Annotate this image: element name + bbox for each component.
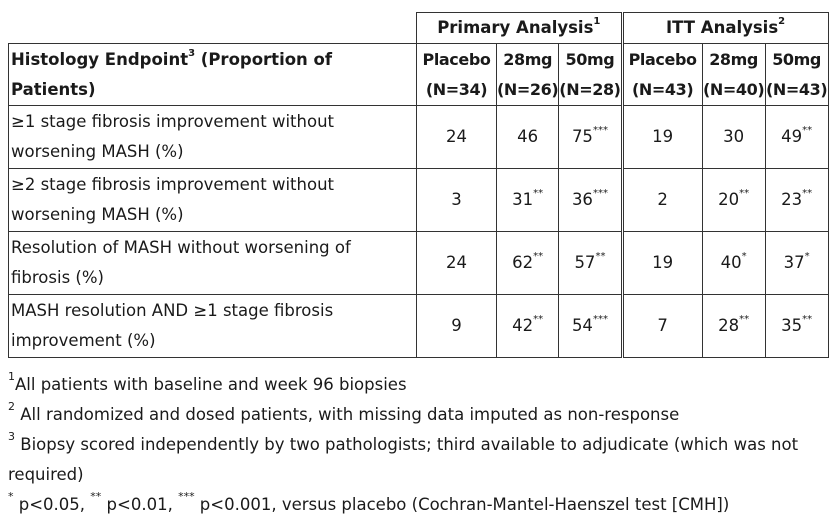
value-cell: 3 (416, 168, 497, 232)
value-cell: 37* (764, 231, 829, 295)
footnote-significance: * p<0.05, ** p<0.01, *** p<0.001, versus… (8, 490, 730, 514)
value-cell: 19 (620, 231, 703, 295)
value-cell: 49** (764, 105, 829, 169)
value-cell: 35** (764, 294, 829, 358)
primary-placebo-header: Placebo (N=34) (416, 43, 497, 106)
row-label: Resolution of MASH without worsening of … (8, 231, 417, 295)
value-cell: 62** (495, 231, 560, 295)
primary-28mg-header: 28mg (N=26) (495, 43, 560, 106)
table-row: Resolution of MASH without worsening of … (8, 231, 829, 295)
group-header-row: Primary Analysis1 ITT Analysis2 (8, 12, 829, 44)
table-row: ≥1 stage fibrosis improvement without wo… (8, 105, 829, 169)
value-cell: 2 (620, 168, 703, 232)
primary-50mg-header: 50mg (N=28) (558, 43, 623, 106)
value-cell: 42** (495, 294, 560, 358)
row-label: ≥2 stage fibrosis improvement without wo… (8, 168, 417, 232)
table-row: ≥2 stage fibrosis improvement without wo… (8, 168, 829, 232)
value-cell: 31** (495, 168, 560, 232)
footnotes: 1All patients with baseline and week 96 … (8, 370, 824, 520)
value-cell: 28** (701, 294, 766, 358)
itt-50mg-header: 50mg (N=43) (764, 43, 829, 106)
table-row: MASH resolution AND ≥1 stage fibrosis im… (8, 294, 829, 358)
itt-28mg-header: 28mg (N=40) (701, 43, 766, 106)
histology-endpoint-header: Histology Endpoint3 (Proportion of Patie… (8, 43, 417, 106)
row-label: MASH resolution AND ≥1 stage fibrosis im… (8, 294, 417, 358)
value-cell: 57** (558, 231, 623, 295)
itt-placebo-header: Placebo (N=43) (620, 43, 703, 106)
value-cell: 7 (620, 294, 703, 358)
value-cell: 19 (620, 105, 703, 169)
value-cell: 40* (701, 231, 766, 295)
primary-analysis-header: Primary Analysis1 (416, 12, 623, 44)
value-cell: 54*** (558, 294, 623, 358)
value-cell: 20** (701, 168, 766, 232)
value-cell: 23** (764, 168, 829, 232)
value-cell: 46 (495, 105, 560, 169)
results-table: Primary Analysis1 ITT Analysis2 Histolog… (8, 12, 829, 358)
row-label: ≥1 stage fibrosis improvement without wo… (8, 105, 417, 169)
footnote-3: 3 Biopsy scored independently by two pat… (8, 430, 799, 484)
value-cell: 24 (416, 231, 497, 295)
column-header-row: Histology Endpoint3 (Proportion of Patie… (8, 43, 829, 106)
value-cell: 75*** (558, 105, 623, 169)
footnote-1: 1All patients with baseline and week 96 … (8, 370, 407, 394)
footnote-2: 2 All randomized and dosed patients, wit… (8, 400, 680, 424)
value-cell: 9 (416, 294, 497, 358)
itt-analysis-header: ITT Analysis2 (620, 12, 829, 44)
value-cell: 24 (416, 105, 497, 169)
empty-corner-cell (8, 12, 417, 44)
value-cell: 30 (701, 105, 766, 169)
value-cell: 36*** (558, 168, 623, 232)
